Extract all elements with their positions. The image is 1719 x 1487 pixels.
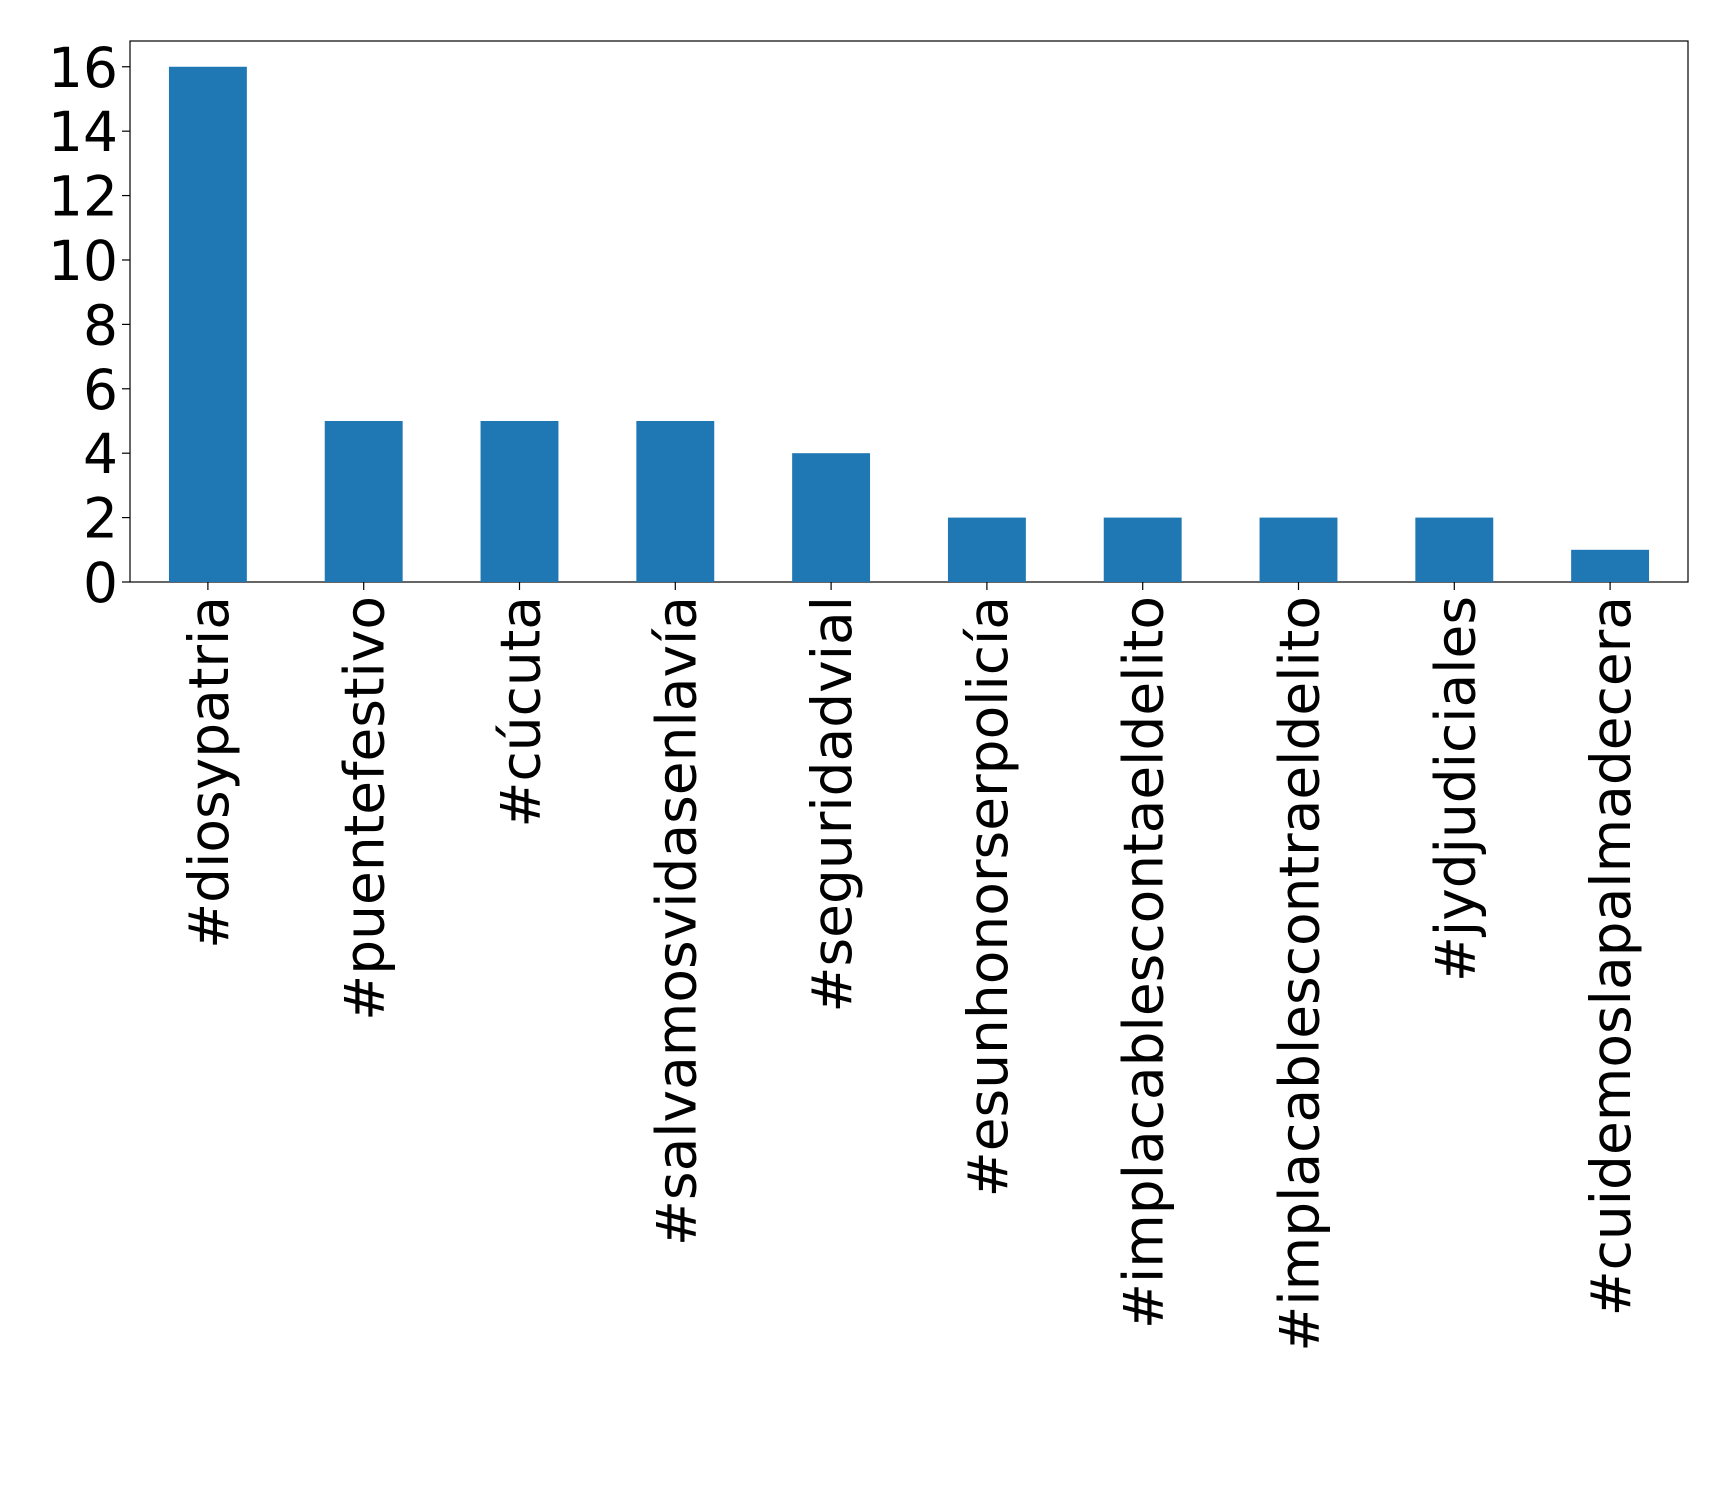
y-tick-label: 0 xyxy=(83,551,118,615)
y-tick-label: 12 xyxy=(48,165,118,229)
y-tick-label: 8 xyxy=(83,293,118,357)
x-tick-label: #salvamosvidasenlavía xyxy=(644,596,708,1246)
x-tick-label: #cúcuta xyxy=(489,596,553,828)
bar xyxy=(1259,517,1338,582)
bar xyxy=(480,420,559,582)
bar xyxy=(792,453,871,582)
y-tick-label: 6 xyxy=(83,358,118,422)
bar xyxy=(324,420,403,582)
y-tick-label: 2 xyxy=(83,487,118,551)
x-tick-label: #jydjudiciales xyxy=(1423,596,1487,982)
x-tick-label: #cuidemoslapalmadecera xyxy=(1579,596,1643,1316)
x-tick-label: #puentefestivo xyxy=(333,596,397,1021)
bar xyxy=(1103,517,1182,582)
bar xyxy=(1415,517,1494,582)
plot-frame xyxy=(129,40,1689,583)
bar xyxy=(947,517,1026,582)
bar xyxy=(636,420,715,582)
x-tick-label: #implacablescontaeldelito xyxy=(1112,596,1176,1329)
bar xyxy=(1571,549,1650,582)
x-tick-label: #diosypatria xyxy=(177,596,241,949)
y-tick-label: 4 xyxy=(83,422,118,486)
x-tick-label: #implacablescontraeldelito xyxy=(1268,596,1332,1352)
y-tick-label: 14 xyxy=(48,100,118,164)
x-tick-label: #esunhonorserpolicía xyxy=(956,596,1020,1197)
x-tick-label: #seguridadvial xyxy=(800,596,864,1013)
y-tick-label: 16 xyxy=(48,36,118,100)
bar xyxy=(168,66,247,582)
y-tick-label: 10 xyxy=(48,229,118,293)
